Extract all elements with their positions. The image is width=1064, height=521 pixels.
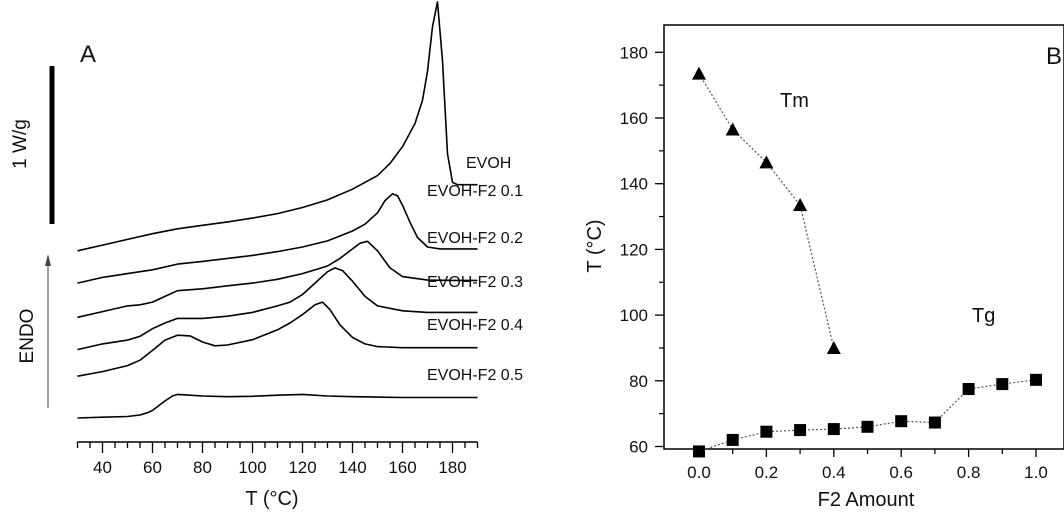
x-axis-label-a: T (°C) bbox=[245, 488, 298, 510]
series-tm: Tm bbox=[692, 66, 841, 354]
x-axis-label-b: F2 Amount bbox=[818, 489, 915, 511]
y-tick-label-b: 60 bbox=[629, 438, 648, 457]
series-label-evoh-f2-0-3: EVOH-F2 0.3 bbox=[427, 274, 523, 291]
y-tick-label-b: 160 bbox=[620, 109, 648, 128]
point-tg bbox=[996, 378, 1009, 391]
y-tick-label-b: 140 bbox=[620, 175, 648, 194]
panel-a-letter: A bbox=[80, 41, 96, 68]
axes-b: 60 80 100 120 140 160 180 0.0 0.2 0.4 0.6 0.8 1.0 bbox=[620, 43, 1048, 482]
point-tg bbox=[693, 445, 705, 458]
x-tick-label-b: 1.0 bbox=[1024, 463, 1048, 482]
x-tick-label-b: 0.4 bbox=[822, 463, 846, 482]
x-tick-label-a: 60 bbox=[143, 458, 162, 477]
point-tm bbox=[793, 198, 808, 212]
point-tg bbox=[1030, 373, 1042, 386]
series-b: Tm Tg bbox=[692, 66, 1042, 458]
series-label-tg: Tg bbox=[972, 305, 995, 327]
y-tick-label-b: 120 bbox=[620, 240, 648, 259]
point-tm bbox=[725, 122, 740, 136]
x-tick-label-a: 40 bbox=[93, 458, 112, 477]
point-tg bbox=[760, 425, 773, 438]
series-label-evoh-f2-0-1: EVOH-F2 0.1 bbox=[427, 183, 523, 200]
y-axis-label-a: ENDO bbox=[17, 309, 38, 364]
x-tick-label-a: 100 bbox=[238, 458, 266, 477]
point-tm bbox=[826, 340, 841, 354]
curve-evoh bbox=[77, 1, 478, 252]
x-tick-label-a: 140 bbox=[338, 458, 366, 477]
series-label-evoh-f2-0-5: EVOH-F2 0.5 bbox=[427, 367, 523, 384]
scale-bar-label: 1 W/g bbox=[10, 119, 31, 169]
x-tick-label-a: 80 bbox=[193, 458, 212, 477]
x-tick-label-b: 0.0 bbox=[687, 463, 711, 482]
curve-evoh-f2-0-1 bbox=[77, 193, 478, 284]
x-tick-label-a: 120 bbox=[288, 458, 316, 477]
series-label-evoh-f2-0-2: EVOH-F2 0.2 bbox=[427, 230, 523, 247]
y-tick-label-b: 80 bbox=[629, 372, 648, 391]
series-labels: EVOH EVOH-F2 0.1 EVOH-F2 0.2 EVOH-F2 0.3 EVO… bbox=[427, 155, 523, 384]
y-tick-label-b: 100 bbox=[620, 306, 648, 325]
series-label-evoh-f2-0-4: EVOH-F2 0.4 bbox=[427, 317, 523, 334]
connector-tm bbox=[698, 73, 835, 349]
panel-b-letter: B bbox=[1046, 43, 1062, 70]
endo-arrow-head bbox=[45, 254, 51, 266]
y-tick-label-b: 180 bbox=[620, 43, 648, 62]
x-tick-label-a: 180 bbox=[438, 458, 466, 477]
y-axis-label-b: T (°C) bbox=[584, 219, 606, 272]
point-tg bbox=[827, 423, 840, 436]
series-label-evoh: EVOH bbox=[466, 155, 511, 172]
series-tg: Tg bbox=[693, 305, 1042, 458]
point-tm bbox=[759, 155, 774, 169]
curve-evoh-f2-0-2 bbox=[77, 240, 478, 319]
x-tick-label-b: 0.8 bbox=[957, 463, 981, 482]
curves bbox=[77, 1, 478, 419]
point-tg bbox=[928, 416, 941, 429]
point-tg bbox=[895, 415, 908, 428]
point-tg bbox=[726, 433, 739, 446]
connector-tg bbox=[698, 379, 1037, 452]
x-tick-label-b: 0.2 bbox=[755, 463, 779, 482]
curve-evoh-f2-0-3 bbox=[77, 267, 478, 351]
curve-evoh-f2-0-4 bbox=[77, 301, 478, 377]
x-axis-a: 40 60 80 100 120 140 160 180 bbox=[76, 441, 479, 477]
point-tg bbox=[794, 424, 807, 437]
point-tg bbox=[962, 383, 975, 396]
curve-evoh-f2-0-5 bbox=[77, 393, 478, 419]
point-tm bbox=[692, 66, 706, 80]
x-tick-label-b: 0.6 bbox=[889, 463, 913, 482]
series-label-tm: Tm bbox=[780, 90, 809, 112]
plot-frame-b bbox=[663, 24, 1064, 450]
x-tick-label-a: 160 bbox=[388, 458, 416, 477]
point-tg bbox=[861, 420, 874, 433]
